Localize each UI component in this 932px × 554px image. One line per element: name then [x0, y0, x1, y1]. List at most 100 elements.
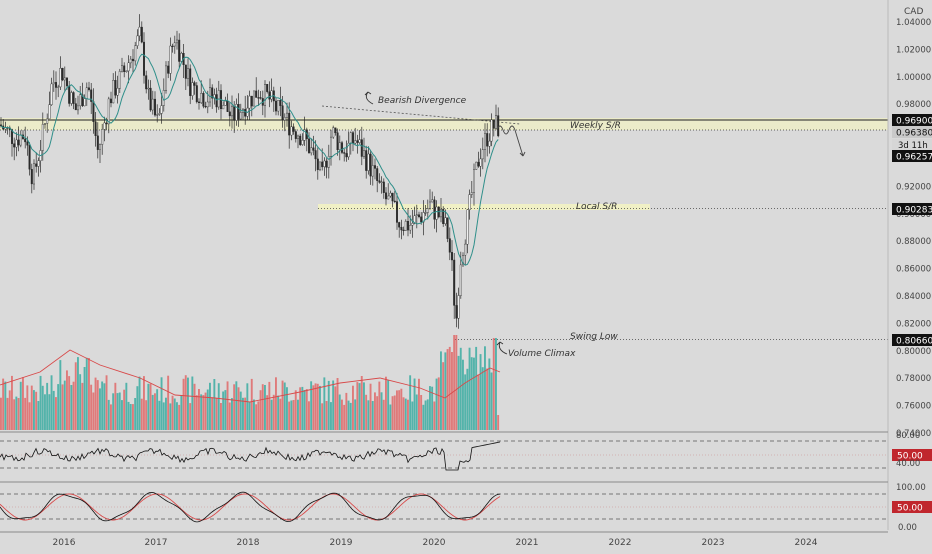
volume-bar [464, 374, 467, 430]
candle-body [451, 252, 454, 261]
volume-bar [13, 399, 16, 430]
volume-bar [121, 400, 123, 430]
time-label-2019: 2019 [330, 538, 353, 548]
candle-body [164, 65, 167, 91]
candle-body [197, 101, 200, 104]
candle-body [389, 192, 392, 197]
candle-body [233, 106, 236, 121]
candle-body [398, 222, 401, 228]
rsi-path [0, 441, 501, 471]
volume-bar [242, 397, 244, 430]
currency-label: CAD [904, 7, 923, 17]
candle-body [26, 141, 29, 146]
time-label-2018: 2018 [237, 538, 260, 548]
volume-bar [99, 388, 101, 430]
candle-body [94, 121, 97, 136]
volume-bar [209, 382, 211, 430]
candle-body [404, 220, 407, 231]
volume-bar [169, 403, 172, 430]
volume-bar [389, 404, 392, 430]
volume-bar [400, 388, 403, 430]
volume-bar [275, 377, 277, 430]
candle-body [488, 140, 491, 147]
volume-bar [70, 385, 73, 430]
candle-body [175, 39, 178, 44]
volume-bar [59, 360, 62, 430]
volume-bar [63, 380, 66, 430]
volume-bar [239, 391, 242, 430]
candle-body [468, 194, 471, 211]
price-moving-average [0, 53, 499, 266]
volume-bars [0, 335, 500, 430]
rsi-tick-40: 40.00 [896, 459, 920, 469]
candle-body [70, 92, 73, 104]
candle-body [393, 200, 396, 203]
divergence-line [321, 105, 521, 125]
volume-bar [244, 397, 247, 430]
volume-bar [154, 393, 156, 430]
volume-bar [35, 391, 38, 430]
candle-body [24, 138, 27, 143]
candle-body [363, 150, 366, 157]
volume-bar [57, 384, 60, 430]
candle-body [470, 192, 473, 195]
candle-body [288, 112, 291, 136]
volume-bar [321, 403, 324, 430]
candle-body [400, 226, 403, 231]
volume-bar [261, 384, 264, 430]
volume-bar [495, 338, 497, 430]
volume-bar [283, 382, 286, 430]
volume-bar [61, 384, 64, 430]
candle-body [413, 215, 416, 224]
candle-body [356, 140, 359, 143]
volume-bar [116, 393, 119, 430]
volume-bar [459, 347, 462, 430]
candle-body [87, 87, 90, 90]
volume-bar [369, 383, 372, 430]
volume-bar [88, 358, 90, 430]
volume-bar [231, 398, 233, 430]
volume-bar [19, 381, 22, 430]
stoch-lines [0, 491, 501, 523]
candle-body [44, 123, 47, 125]
volume-bar [15, 396, 18, 430]
volume-bar [22, 377, 24, 430]
volume-bar [101, 381, 104, 430]
volume-bar [228, 402, 231, 430]
volume-bar [2, 378, 5, 430]
volume-bar [187, 377, 189, 430]
volume-bar [442, 362, 445, 430]
candle-body [248, 95, 251, 109]
divergence-arrowhead [364, 91, 372, 96]
volume-bar [477, 374, 480, 430]
candle-body [376, 168, 379, 181]
candle-body [204, 105, 207, 108]
volume-bar [92, 392, 95, 430]
candle-body [360, 139, 363, 157]
volume-bar [107, 399, 110, 430]
volume-bar [195, 395, 198, 430]
time-label-2017: 2017 [145, 538, 168, 548]
candle-body [208, 87, 211, 103]
time-label-2023: 2023 [702, 538, 725, 548]
price-tick-label: 0.88000 [896, 237, 931, 247]
candle-body [283, 117, 286, 121]
volume-bar [237, 387, 240, 430]
candle-body [475, 161, 478, 170]
price-tick-label: 0.80000 [896, 347, 931, 357]
volume-bar [55, 397, 57, 430]
rsi-mid-badge [892, 449, 932, 461]
candle-body [184, 64, 187, 79]
volume-bar [305, 389, 308, 430]
volume-bar [303, 390, 306, 430]
candle-body [352, 132, 355, 144]
candle-body [96, 135, 99, 150]
candle-body [81, 94, 84, 106]
volume-bar [149, 383, 152, 430]
price-tick-label: 0.78000 [896, 374, 931, 384]
volume-bar [444, 352, 447, 430]
volume-bar [473, 357, 475, 430]
candle-body [178, 39, 181, 62]
volume-bar [140, 398, 143, 430]
